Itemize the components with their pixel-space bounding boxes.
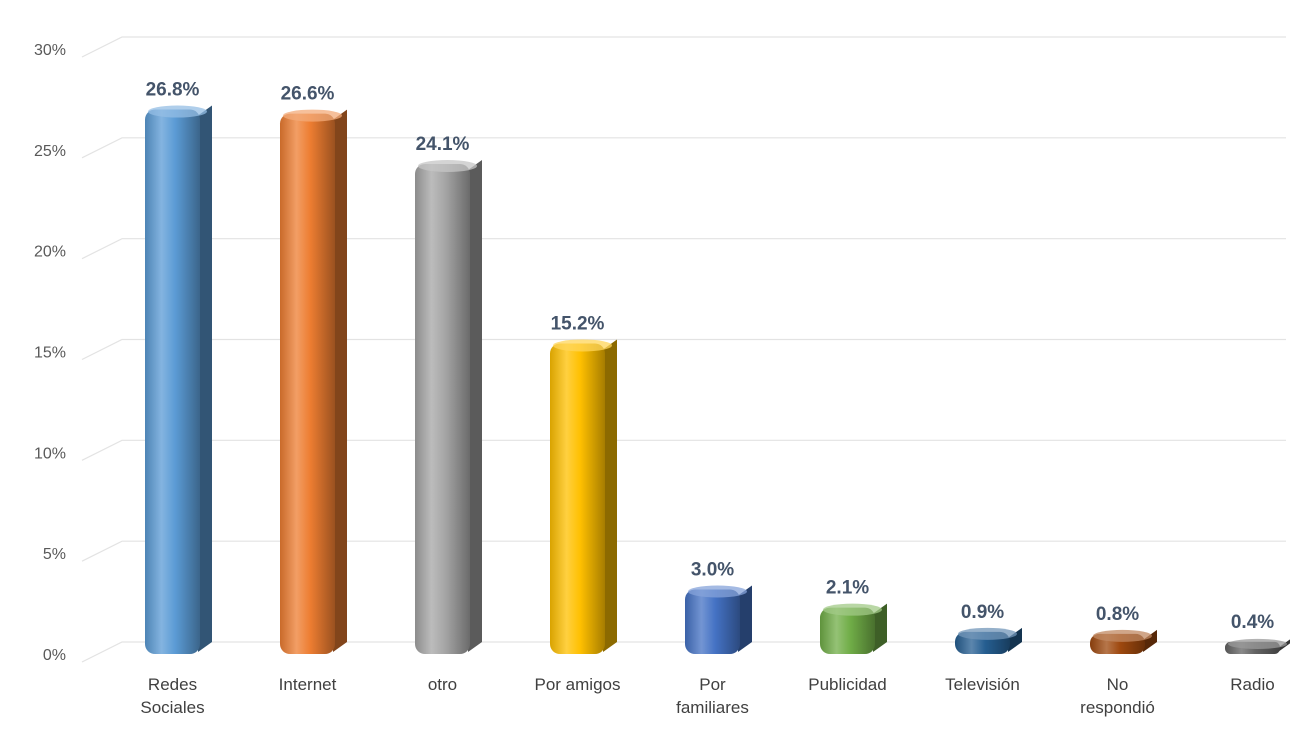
data-label: 26.6%	[281, 84, 335, 105]
gridline	[81, 238, 1286, 260]
gridline	[81, 137, 1286, 159]
data-label: 26.8%	[146, 80, 200, 101]
data-label: 0.8%	[1096, 604, 1139, 625]
x-category-label: Por amigos	[535, 675, 621, 694]
x-category-label: Por familiares	[676, 675, 749, 717]
gridline	[81, 540, 1286, 562]
data-label: 2.1%	[826, 578, 869, 599]
x-category-label: Internet	[279, 675, 337, 694]
y-tick-label: 30%	[34, 42, 66, 59]
bar	[1090, 629, 1157, 654]
x-category-label: Televisión	[945, 675, 1020, 694]
x-category-label: Redes Sociales	[140, 675, 204, 717]
bar	[1225, 638, 1290, 654]
y-axis-ticks: 0% 5% 10% 15% 20% 25% 30%	[34, 42, 66, 664]
bar	[685, 585, 752, 654]
y-tick-label: 0%	[43, 647, 66, 664]
x-axis-categories: Redes Sociales Internet otro Por amigos Por fa…	[140, 675, 1274, 717]
bar	[145, 105, 212, 655]
gridline	[81, 439, 1286, 461]
gridline	[81, 641, 1286, 663]
x-category-label: Publicidad	[808, 675, 886, 694]
y-tick-label: 10%	[34, 445, 66, 462]
bar	[820, 603, 887, 654]
bar	[415, 159, 482, 654]
bars	[145, 105, 1290, 655]
y-tick-label: 5%	[43, 546, 66, 563]
gridline	[81, 338, 1286, 361]
x-category-label: Radio	[1230, 675, 1274, 694]
data-label: 3.0%	[691, 560, 734, 581]
data-label: 0.4%	[1231, 612, 1274, 633]
bar	[955, 627, 1022, 654]
y-tick-label: 25%	[34, 143, 66, 160]
y-tick-label: 20%	[34, 244, 66, 261]
gridlines	[81, 36, 1286, 663]
bar	[280, 109, 347, 655]
x-category-label: otro	[428, 675, 457, 694]
data-labels: 26.8% 26.6% 24.1% 15.2% 3.0% 2.1% 0.9% 0.8% 0.4%	[146, 80, 1275, 633]
gridline	[81, 36, 1286, 58]
data-label: 24.1%	[416, 134, 470, 155]
data-label: 15.2%	[551, 313, 605, 334]
x-category-label: No respondió	[1080, 675, 1155, 717]
bar	[550, 339, 617, 654]
y-tick-label: 15%	[34, 345, 66, 362]
data-label: 0.9%	[961, 602, 1004, 623]
